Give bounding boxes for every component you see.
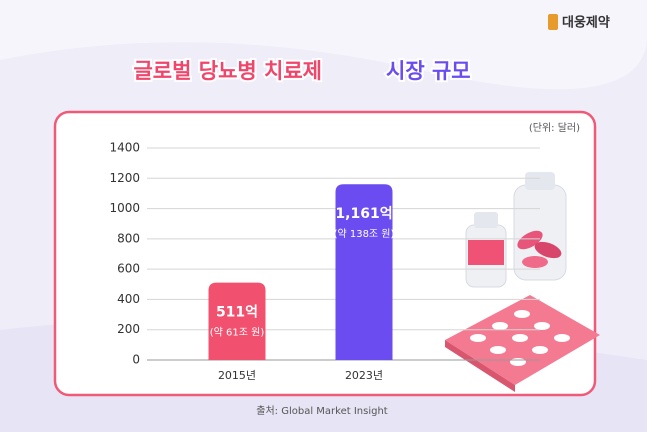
swoosh [0,0,647,90]
y-tick-label: 800 [117,231,140,245]
illustration [445,172,600,392]
x-tick-label: 2015년 [218,369,256,382]
source: 출처: Global Market Insight [256,405,388,417]
brand: 대웅제약 [562,15,610,31]
brand-logo [548,14,558,30]
y-tick-label: 1400 [109,141,140,155]
value-sublabel: (약 61조 원) [210,327,265,339]
y-tick-label: 0 [132,353,140,367]
x-tick-label: 2023년 [345,369,383,382]
value-label: 511억 [216,305,258,321]
value-sublabel: (약 138조 원) [334,228,395,240]
bar [335,184,393,360]
y-tick-label: 1000 [109,201,140,215]
card [53,110,597,397]
y-tick-label: 1200 [109,171,140,185]
unit-label: (단위: 달러) [529,121,580,134]
y-tick-label: 400 [117,292,140,306]
y-tick-label: 600 [117,262,140,276]
chart-title: 시장 규모 [386,59,471,83]
y-tick-label: 200 [117,322,140,336]
value-label: 1,161억 [335,206,392,222]
chart-title: 글로벌 당뇨병 치료제 [133,59,322,83]
bar [208,282,266,360]
